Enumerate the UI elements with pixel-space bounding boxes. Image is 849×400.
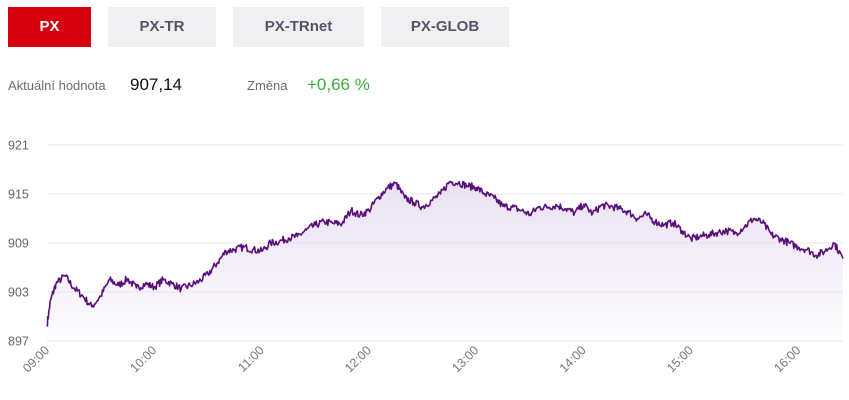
series-area <box>47 181 843 341</box>
tab-px-trnet[interactable]: PX-TRnet <box>233 7 364 47</box>
x-tick-label: 15:00 <box>664 343 696 375</box>
current-value-label: Aktuální hodnota <box>8 78 106 93</box>
y-axis: 921 915 909 903 897 <box>8 139 29 349</box>
x-tick-label: 11:00 <box>235 343 266 374</box>
tab-px-glob[interactable]: PX-GLOB <box>381 7 509 47</box>
x-tick-label: 12:00 <box>342 343 374 375</box>
x-tick-label: 14:00 <box>557 343 589 375</box>
y-tick-label: 903 <box>8 286 29 300</box>
y-tick-label: 921 <box>8 139 29 153</box>
change-value: +0,66 % <box>307 75 370 94</box>
current-value: 907,14 <box>130 75 182 94</box>
x-axis: 09:00 10:00 11:00 12:00 13:00 14:00 15:00 16:00 <box>20 343 803 375</box>
x-tick-label: 13:00 <box>449 343 481 375</box>
x-tick-label: 10:00 <box>127 343 159 375</box>
x-tick-label: 16:00 <box>771 343 803 375</box>
y-tick-label: 915 <box>8 188 29 202</box>
change-label: Změna <box>247 78 288 93</box>
y-tick-label: 909 <box>8 237 29 251</box>
tab-px-tr[interactable]: PX-TR <box>108 7 216 47</box>
y-tick-label: 897 <box>8 335 29 349</box>
tab-px[interactable]: PX <box>8 7 91 47</box>
series-line <box>46 180 844 327</box>
